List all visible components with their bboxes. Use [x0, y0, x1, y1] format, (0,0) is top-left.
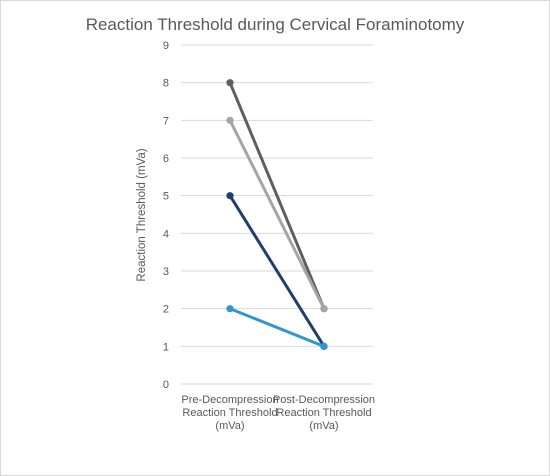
- x-category-label-1: Post-Decompression Reaction Threshold (mVa…: [273, 394, 375, 432]
- y-tick-label-2: 2: [163, 304, 169, 316]
- series-line-0: [228, 81, 326, 311]
- series-line-3: [228, 307, 326, 348]
- x-category-label-line: Reaction Threshold: [182, 407, 277, 419]
- data-point-3-0: [226, 305, 234, 313]
- y-axis-label: Reaction Threshold (mVa): [136, 148, 148, 281]
- y-tick-label-6: 6: [163, 153, 169, 165]
- y-tick-label-8: 8: [163, 78, 169, 90]
- y-axis-ticks: 0 1 2 3 4 5 6 7 8 9: [163, 40, 169, 391]
- y-tick-label-1: 1: [163, 341, 169, 353]
- y-tick-label-4: 4: [163, 228, 169, 240]
- series-line-1: [228, 118, 326, 311]
- chart-title: Reaction Threshold during Cervical Foram…: [86, 15, 465, 34]
- data-point-0-0: [226, 79, 234, 87]
- y-tick-label-7: 7: [163, 115, 169, 127]
- y-tick-label-3: 3: [163, 266, 169, 278]
- data-point-3-1: [320, 342, 328, 350]
- data-point-1-1: [320, 305, 328, 313]
- series-layer: [226, 79, 328, 350]
- x-category-label-line: Reaction Threshold: [276, 407, 371, 419]
- y-tick-label-9: 9: [163, 40, 169, 52]
- x-category-label-line: Pre-Decompression: [181, 394, 278, 406]
- x-category-label-line: Post-Decompression: [273, 394, 375, 406]
- data-point-2-0: [226, 192, 234, 200]
- x-category-label-line: (mVa): [215, 420, 244, 432]
- y-tick-label-0: 0: [163, 379, 169, 391]
- data-point-1-0: [226, 116, 234, 124]
- series-line-2: [228, 194, 326, 348]
- x-axis-categories: Pre-Decompression Reaction Threshold (mVa)…: [181, 394, 375, 432]
- x-category-label-line: (mVa): [309, 420, 338, 432]
- y-tick-label-5: 5: [163, 191, 169, 203]
- x-category-label-0: Pre-Decompression Reaction Threshold (mVa): [181, 394, 278, 432]
